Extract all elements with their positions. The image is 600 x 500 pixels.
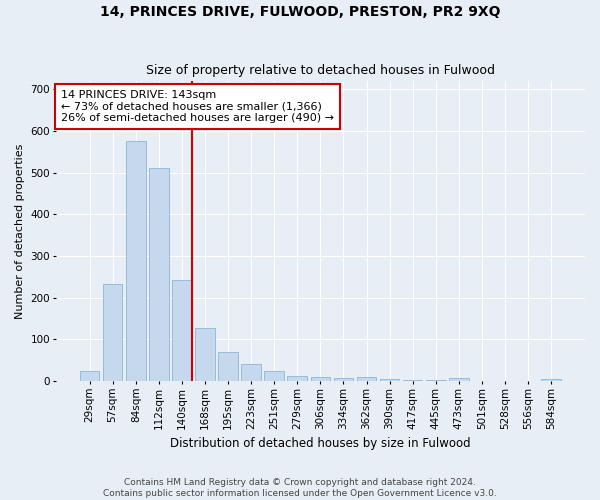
Bar — [541, 379, 561, 381]
Bar — [380, 379, 400, 381]
Bar — [357, 377, 376, 381]
Y-axis label: Number of detached properties: Number of detached properties — [15, 144, 25, 318]
Bar — [218, 352, 238, 381]
Bar — [103, 284, 122, 381]
Bar — [311, 377, 330, 381]
Title: Size of property relative to detached houses in Fulwood: Size of property relative to detached ho… — [146, 64, 495, 77]
X-axis label: Distribution of detached houses by size in Fulwood: Distribution of detached houses by size … — [170, 437, 470, 450]
Text: Contains HM Land Registry data © Crown copyright and database right 2024.
Contai: Contains HM Land Registry data © Crown c… — [103, 478, 497, 498]
Bar — [334, 378, 353, 381]
Bar — [449, 378, 469, 381]
Bar — [265, 370, 284, 381]
Text: 14, PRINCES DRIVE, FULWOOD, PRESTON, PR2 9XQ: 14, PRINCES DRIVE, FULWOOD, PRESTON, PR2… — [100, 5, 500, 19]
Bar — [241, 364, 261, 381]
Bar — [126, 142, 146, 381]
Bar — [287, 376, 307, 381]
Bar — [80, 370, 100, 381]
Bar — [426, 380, 446, 381]
Bar — [149, 168, 169, 381]
Text: 14 PRINCES DRIVE: 143sqm
← 73% of detached houses are smaller (1,366)
26% of sem: 14 PRINCES DRIVE: 143sqm ← 73% of detach… — [61, 90, 334, 123]
Bar — [403, 380, 422, 381]
Bar — [172, 280, 192, 381]
Bar — [195, 328, 215, 381]
